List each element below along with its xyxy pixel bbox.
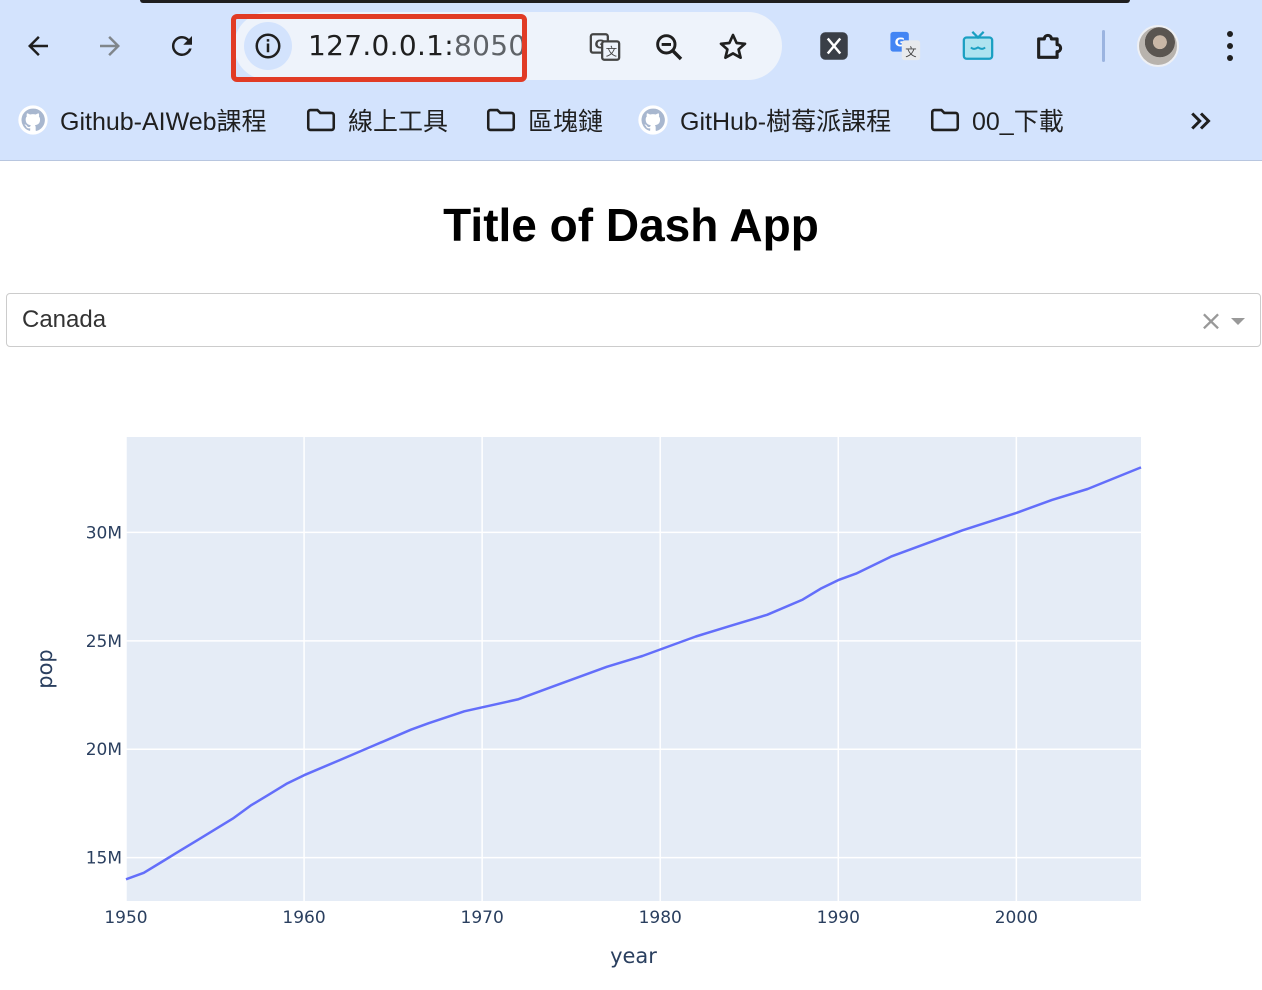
back-button[interactable] bbox=[14, 22, 62, 70]
y-tick-label: 20M bbox=[86, 740, 122, 760]
dropdown-selected-value: Canada bbox=[22, 306, 107, 333]
country-dropdown[interactable]: Canada × bbox=[6, 293, 1261, 347]
x-tick-label: 1960 bbox=[282, 908, 325, 928]
bookmark-blockchain[interactable]: 區塊鏈 bbox=[484, 98, 603, 142]
bookmark-downloads[interactable]: 00_下載 bbox=[928, 98, 1064, 142]
github-icon bbox=[636, 103, 670, 137]
menu-dot-icon bbox=[1227, 43, 1233, 49]
svg-text:G: G bbox=[595, 37, 605, 52]
url-text[interactable]: 127.0.0.1:8050 bbox=[308, 28, 527, 64]
folder-icon bbox=[484, 103, 518, 137]
clear-icon[interactable]: × bbox=[1199, 304, 1223, 337]
arrow-right-icon bbox=[100, 36, 120, 56]
folder-icon bbox=[304, 103, 338, 137]
svg-text:文: 文 bbox=[905, 45, 916, 59]
y-tick-label: 30M bbox=[86, 523, 122, 543]
x-tick-label: 1990 bbox=[817, 908, 860, 928]
y-axis-title: pop bbox=[33, 649, 57, 689]
bookmark-github-raspberry[interactable]: GitHub-樹莓派課程 bbox=[636, 98, 891, 142]
bookmark-star-button[interactable] bbox=[716, 30, 750, 64]
menu-dot-icon bbox=[1227, 31, 1233, 37]
page-title: Title of Dash App bbox=[443, 199, 819, 251]
folder-icon bbox=[928, 103, 962, 137]
url-port: 8050 bbox=[454, 29, 527, 62]
google-translate-icon: G文 bbox=[890, 31, 921, 61]
bookmarks-bar: Github-AIWeb課程 線上工具 區塊鏈 GitHub-樹莓派課程 00_… bbox=[0, 98, 1262, 142]
zoom-out-icon bbox=[656, 34, 683, 61]
series-line bbox=[125, 466, 1142, 881]
profile-avatar[interactable] bbox=[1137, 25, 1179, 67]
site-info-button[interactable] bbox=[244, 22, 292, 70]
bookmark-github-aiweb[interactable]: Github-AIWeb課程 bbox=[16, 98, 267, 142]
x-tick-label: 1970 bbox=[461, 908, 504, 928]
extension-x-button[interactable] bbox=[814, 26, 854, 66]
arrow-left-icon bbox=[28, 36, 48, 56]
forward-button[interactable] bbox=[86, 22, 134, 70]
reload-icon bbox=[171, 35, 192, 56]
info-icon bbox=[255, 33, 281, 59]
x-axis-title: year bbox=[610, 944, 657, 968]
bookmark-online-tools[interactable]: 線上工具 bbox=[304, 98, 448, 142]
zoom-button[interactable] bbox=[652, 30, 686, 64]
star-icon bbox=[719, 33, 747, 59]
bookmarks-overflow-button[interactable] bbox=[1184, 104, 1218, 138]
bookmark-label: 00_下載 bbox=[972, 108, 1064, 136]
github-icon bbox=[16, 103, 50, 137]
y-tick-label: 25M bbox=[86, 632, 122, 652]
tv-icon bbox=[962, 31, 994, 60]
toolbar-divider bbox=[1102, 30, 1105, 62]
x-tick-label: 1980 bbox=[639, 908, 682, 928]
bookmark-label: 區塊鏈 bbox=[528, 108, 604, 136]
chevron-down-icon[interactable] bbox=[1231, 318, 1245, 325]
url-highlight-box bbox=[231, 14, 527, 82]
url-host: 127.0.0.1: bbox=[308, 29, 455, 62]
browser-menu-button[interactable] bbox=[1216, 26, 1244, 66]
menu-dot-icon bbox=[1227, 55, 1233, 61]
puzzle-icon bbox=[1037, 33, 1063, 59]
plot-background bbox=[126, 437, 1141, 901]
svg-text:文: 文 bbox=[606, 45, 617, 59]
x-tick-label: 1950 bbox=[104, 908, 147, 928]
tab-strip-edge bbox=[140, 0, 1130, 3]
bookmark-label: 線上工具 bbox=[348, 108, 449, 136]
bookmark-label: GitHub-樹莓派課程 bbox=[680, 108, 892, 136]
x-logo-icon bbox=[820, 32, 848, 60]
chart-svg: 1950 1960 1970 1980 1990 2000 15M 20M 25M 30M year… bbox=[33, 437, 1142, 968]
x-tick-label: 2000 bbox=[995, 908, 1038, 928]
svg-text:G: G bbox=[895, 36, 905, 51]
reload-button[interactable] bbox=[158, 22, 206, 70]
double-chevron-right-icon bbox=[1191, 112, 1211, 130]
y-tick-label: 15M bbox=[86, 849, 122, 869]
extension-tv-button[interactable] bbox=[958, 26, 998, 66]
extensions-button[interactable] bbox=[1030, 26, 1070, 66]
bookmark-label: Github-AIWeb課程 bbox=[60, 108, 267, 136]
population-line-chart[interactable]: 1950 1960 1970 1980 1990 2000 15M 20M 25M 30M year… bbox=[0, 400, 1262, 990]
